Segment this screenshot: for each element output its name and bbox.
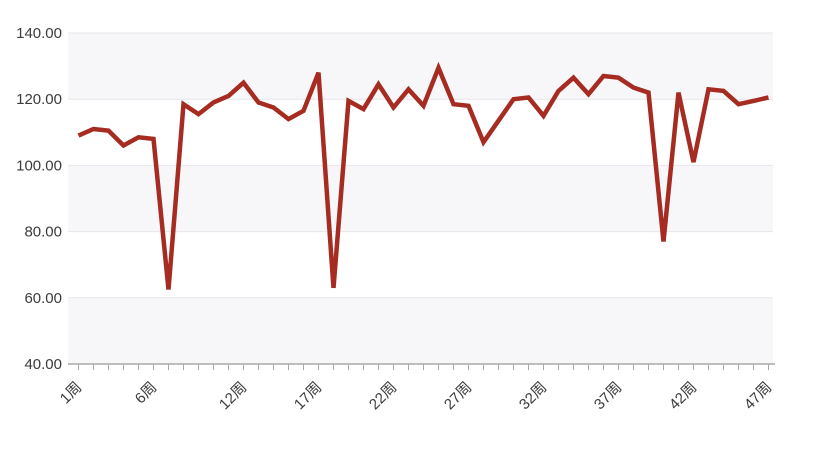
plot-band: [68, 33, 773, 100]
x-axis-ticks: [78, 364, 769, 370]
y-tick-label: 80.00: [24, 224, 62, 241]
y-tick-label: 140.00: [16, 25, 62, 42]
plot-band: [68, 99, 773, 166]
y-axis-labels: 140.00 120.00 100.00 80.00 60.00 40.00: [16, 25, 62, 373]
y-tick-label: 120.00: [16, 91, 62, 108]
data-line: [77, 61, 769, 290]
y-tick-label: 60.00: [24, 290, 62, 307]
plot-band: [68, 231, 773, 298]
plot-band: [68, 297, 773, 364]
y-tick-label: 40.00: [24, 356, 62, 373]
y-tick-label: 100.00: [16, 157, 62, 174]
